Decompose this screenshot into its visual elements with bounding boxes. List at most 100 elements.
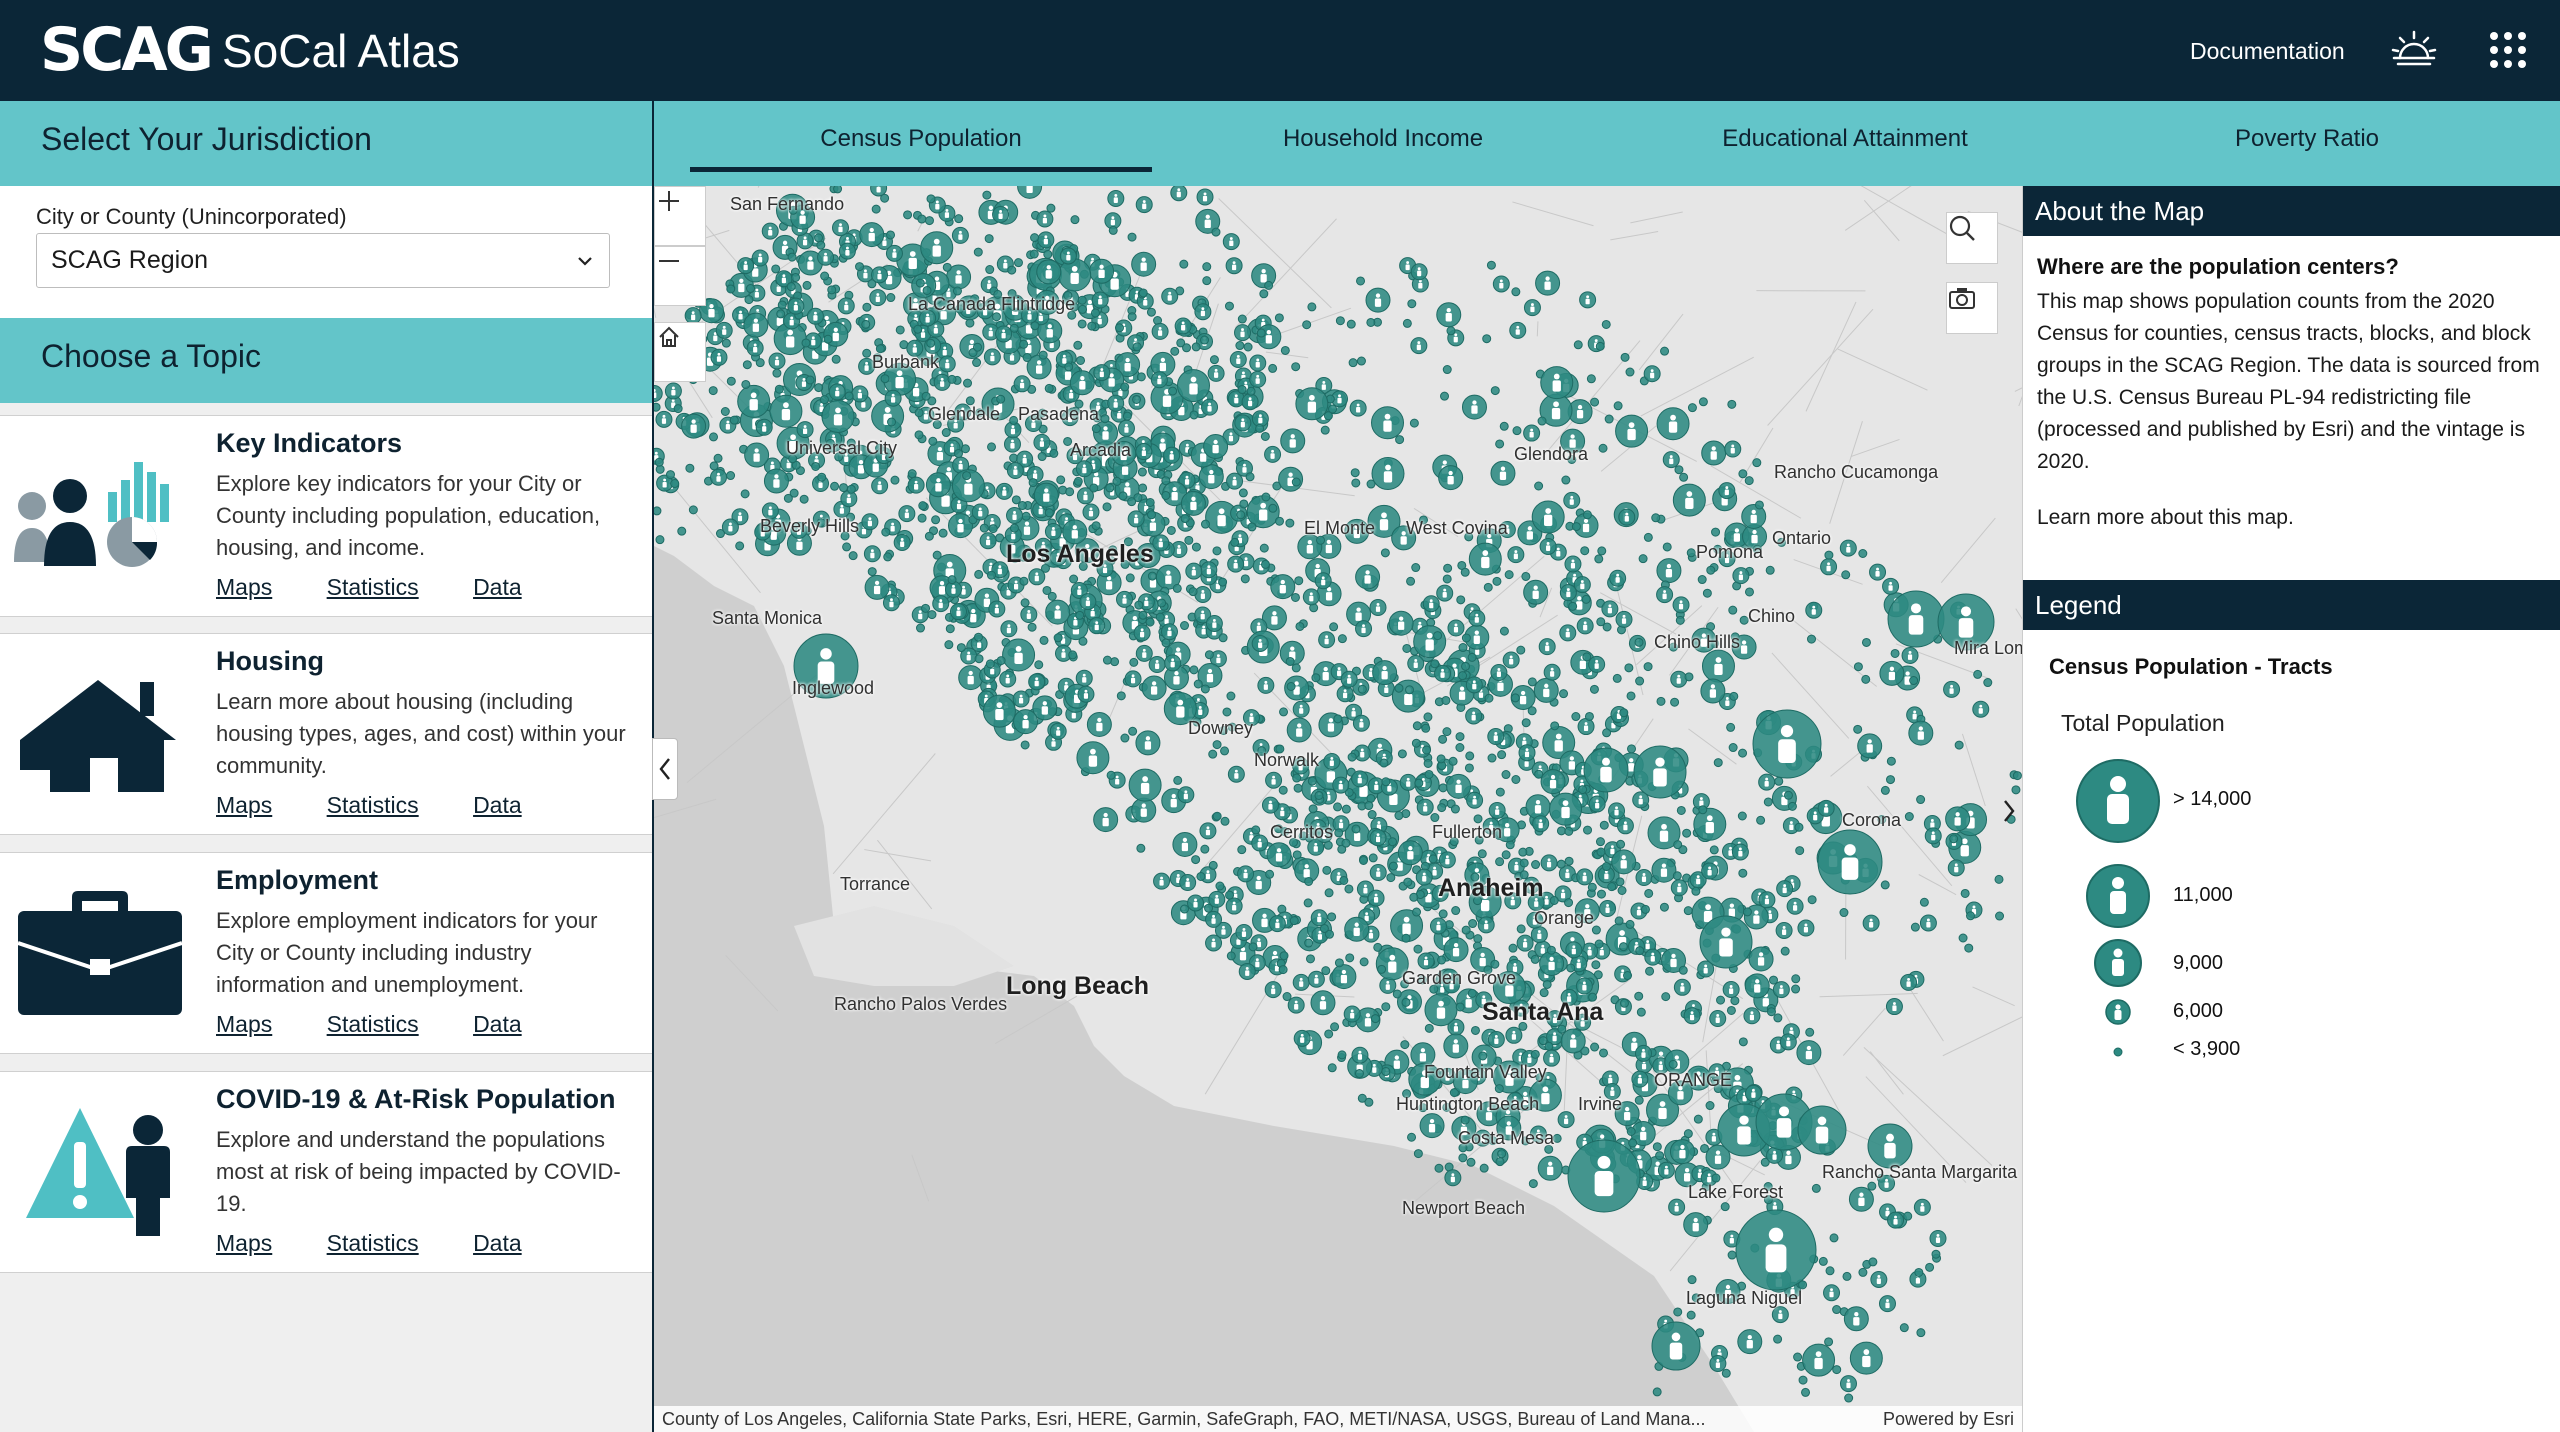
- population-symbol: [1972, 700, 1990, 718]
- scag-logo[interactable]: SCAG: [40, 15, 214, 85]
- maps-link[interactable]: Maps: [216, 1011, 273, 1037]
- map-place-label: Corona: [1842, 810, 1902, 830]
- population-symbol: [1251, 834, 1269, 852]
- data-link[interactable]: Data: [473, 574, 522, 600]
- statistics-link[interactable]: Statistics: [326, 1011, 419, 1037]
- map-view[interactable]: San Fernando La Canada Flintridge Burbank G…: [652, 186, 2022, 1432]
- zoom-in-button[interactable]: [654, 186, 706, 246]
- population-symbol: [1203, 434, 1229, 460]
- legend-item: > 14,000: [2023, 756, 2560, 846]
- population-symbol: [1675, 615, 1685, 625]
- statistics-link[interactable]: Statistics: [326, 792, 419, 818]
- population-symbol: [1049, 448, 1059, 458]
- population-symbol: [787, 252, 797, 262]
- population-symbol: [1844, 1393, 1854, 1403]
- population-symbol: [1676, 805, 1686, 815]
- population-symbol: [1354, 1069, 1364, 1079]
- maps-link[interactable]: Maps: [216, 574, 273, 600]
- population-symbol: [1227, 765, 1245, 783]
- home-button[interactable]: [654, 322, 706, 382]
- population-symbol: [1245, 472, 1255, 482]
- collapse-right-panel-button[interactable]: [1996, 780, 2022, 842]
- map-place-label: Pomona: [1696, 542, 1764, 562]
- population-symbol: [1433, 631, 1443, 641]
- search-button[interactable]: [1946, 212, 1998, 264]
- population-symbol: [1237, 385, 1247, 395]
- population-symbol: [1020, 598, 1030, 608]
- population-symbol: [870, 266, 888, 284]
- population-symbol: [1824, 1337, 1834, 1347]
- population-symbol: [737, 384, 771, 418]
- powered-by-esri[interactable]: Powered by Esri: [1882, 1409, 2014, 1429]
- data-link[interactable]: Data: [473, 792, 522, 818]
- map-road: [1942, 1016, 2022, 1057]
- data-link[interactable]: Data: [473, 1011, 522, 1037]
- sunrise-icon[interactable]: [2388, 24, 2440, 76]
- apps-grid-icon[interactable]: [2482, 24, 2534, 76]
- population-symbol: [1138, 288, 1148, 298]
- population-symbol: [1366, 317, 1376, 327]
- population-symbol: [1436, 754, 1446, 764]
- population-symbol: [1456, 595, 1466, 605]
- population-symbol: [1238, 488, 1248, 498]
- learn-more-link[interactable]: Learn more about this map.: [2037, 506, 2294, 529]
- population-symbol: [1595, 341, 1605, 351]
- population-symbol: [871, 399, 905, 433]
- population-symbol: [1150, 371, 1168, 389]
- population-symbol: [1182, 343, 1192, 353]
- screenshot-button[interactable]: [1946, 282, 1998, 334]
- population-symbol: [769, 394, 803, 428]
- population-symbol: [1549, 895, 1559, 905]
- population-symbol: [1890, 648, 1900, 658]
- chevron-down-icon: [578, 257, 592, 266]
- population-symbol: [1249, 370, 1267, 388]
- tab-educational-attainment[interactable]: Educational Attainment: [1722, 125, 1968, 152]
- population-symbol: [1949, 834, 1959, 844]
- documentation-link[interactable]: Documentation: [2190, 38, 2345, 64]
- population-symbol: [1588, 655, 1606, 673]
- zoom-out-button[interactable]: [654, 246, 706, 306]
- population-symbol: [931, 515, 941, 525]
- population-symbol: [1438, 734, 1448, 744]
- data-link[interactable]: Data: [473, 1230, 522, 1256]
- population-symbol: [924, 216, 934, 226]
- tab-household-income[interactable]: Household Income: [1282, 125, 1484, 152]
- population-symbol: [1672, 483, 1706, 517]
- population-symbol: [1771, 1306, 1789, 1324]
- population-symbol: [1293, 783, 1303, 793]
- population-symbol: [1357, 684, 1367, 694]
- population-symbol: [837, 297, 855, 315]
- collapse-left-panel-button[interactable]: [652, 738, 678, 800]
- maps-link[interactable]: Maps: [216, 792, 273, 818]
- population-symbol: [1187, 894, 1205, 912]
- person-circle-icon: [2113, 1047, 2123, 1057]
- population-symbol: [1590, 397, 1600, 407]
- population-symbol: [1744, 587, 1754, 597]
- population-symbol: [1132, 342, 1142, 352]
- population-symbol: [1152, 534, 1170, 552]
- population-symbol: [1738, 748, 1748, 758]
- statistics-link[interactable]: Statistics: [326, 574, 419, 600]
- population-symbol: [884, 389, 902, 407]
- maps-link[interactable]: Maps: [216, 1230, 273, 1256]
- population-symbol: [1552, 1133, 1562, 1143]
- population-symbol: [1381, 777, 1391, 787]
- tab-poverty-ratio[interactable]: Poverty Ratio: [2234, 125, 2380, 152]
- map-canvas[interactable]: [654, 186, 2022, 1432]
- tab-census-population[interactable]: Census Population: [820, 125, 1022, 152]
- population-symbol: [1227, 555, 1245, 573]
- statistics-link[interactable]: Statistics: [326, 1230, 419, 1256]
- population-symbol: [1807, 634, 1816, 644]
- population-symbol: [1530, 1049, 1540, 1059]
- jurisdiction-select[interactable]: SCAG Region: [36, 233, 610, 288]
- population-symbol: [786, 282, 796, 292]
- population-symbol: [1910, 922, 1920, 932]
- population-symbol: [1114, 323, 1124, 333]
- population-symbol: [1539, 988, 1549, 998]
- population-symbol: [882, 594, 900, 612]
- map-place-label: La Canada Flintridge: [908, 294, 1076, 314]
- population-symbol: [726, 284, 736, 294]
- population-symbol: [947, 374, 957, 384]
- population-symbol: [1120, 382, 1130, 392]
- population-symbol: [1127, 497, 1137, 507]
